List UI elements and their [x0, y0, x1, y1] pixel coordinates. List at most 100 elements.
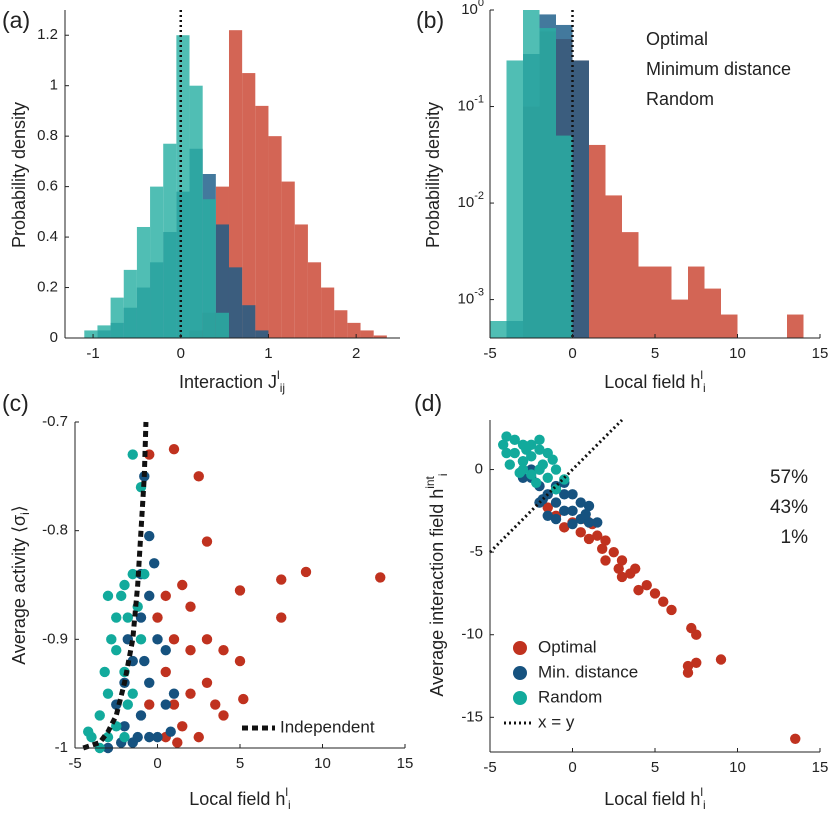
- panel-label: (b): [416, 7, 444, 33]
- x-tick-label: 10: [729, 759, 746, 776]
- scatter-point: [542, 472, 553, 484]
- y-tick-label: 10-1: [458, 93, 484, 114]
- histogram-bar: [321, 287, 335, 338]
- scatter-point: [509, 434, 520, 446]
- scatter-point: [139, 655, 150, 667]
- panel-label: (c): [2, 390, 29, 416]
- scatter-point: [106, 634, 117, 645]
- scatter-point: [168, 443, 180, 455]
- label-part: Interaction J: [179, 372, 277, 392]
- x-tick-label: 1: [264, 345, 272, 362]
- scatter-point: [550, 513, 562, 525]
- label-part: Local field h: [604, 372, 700, 392]
- x-tick-label: 0: [568, 759, 576, 776]
- axis-label: Interaction Jlij: [179, 368, 285, 395]
- scatter-point: [686, 622, 697, 634]
- histogram-bar: [490, 321, 507, 338]
- scatter-point: [127, 688, 138, 699]
- histogram-bar: [671, 299, 688, 338]
- y-tick-label: 100: [461, 0, 484, 18]
- panel-label: (d): [414, 390, 442, 416]
- scatter-point: [682, 660, 694, 672]
- histogram-bar: [539, 28, 556, 339]
- scatter-point: [111, 645, 122, 656]
- histogram-bar: [242, 305, 256, 338]
- scatter-point: [152, 612, 163, 623]
- scatter-point: [608, 546, 619, 558]
- histogram-bar: [523, 10, 540, 338]
- x-tick-label: 15: [397, 755, 414, 772]
- scatter-point: [127, 568, 138, 580]
- scatter-point: [583, 500, 595, 512]
- panel-label: (a): [2, 7, 30, 33]
- scatter-point: [559, 489, 570, 500]
- histogram-bar: [228, 267, 243, 338]
- scatter-point: [547, 454, 558, 465]
- scatter-point: [550, 484, 562, 495]
- scatter-point: [185, 688, 196, 699]
- scatter-point: [517, 464, 529, 475]
- scatter-point: [691, 657, 702, 669]
- histogram-bar: [110, 297, 124, 338]
- scatter-point: [152, 634, 163, 645]
- scatter-point: [94, 710, 105, 721]
- scatter-point: [135, 710, 147, 721]
- scatter-point: [238, 693, 249, 705]
- scatter-point: [630, 563, 641, 574]
- scatter-point: [613, 563, 624, 574]
- scatter-point: [517, 456, 529, 467]
- label-part: l: [277, 368, 280, 382]
- scatter-point: [559, 505, 570, 517]
- label-part: Average activity ⟨σ: [9, 515, 29, 665]
- scatter-point: [168, 688, 180, 699]
- scatter-point: [165, 726, 176, 737]
- scatter-point: [132, 731, 143, 743]
- x-tick-label: -5: [483, 759, 496, 776]
- legend-label: Min. distance: [538, 662, 638, 681]
- scatter-point: [531, 477, 542, 488]
- histogram-bar: [589, 144, 606, 338]
- tick-exponent: -3: [474, 286, 484, 298]
- axis-label: Local field hli: [189, 785, 290, 812]
- y-tick-label: 0.6: [37, 178, 58, 195]
- histogram-bar: [688, 266, 705, 338]
- y-tick-label: 10-2: [458, 190, 484, 211]
- legend-swatch: [513, 666, 527, 680]
- histogram-bar: [373, 335, 387, 338]
- scatter-point: [300, 566, 312, 578]
- label-part: l: [700, 785, 703, 799]
- scatter-point: [534, 444, 545, 455]
- scatter-point: [144, 699, 155, 710]
- x-tick-label: 10: [314, 755, 331, 772]
- scatter-point: [111, 612, 122, 623]
- histogram-bar: [84, 330, 98, 338]
- scatter-point: [201, 536, 213, 547]
- scatter-point: [116, 590, 127, 602]
- x-tick-label: -5: [483, 345, 496, 362]
- y-tick-label: 10-3: [458, 286, 484, 307]
- scatter-point: [509, 447, 520, 459]
- scatter-point: [649, 588, 661, 599]
- scatter-point: [172, 737, 183, 748]
- histogram-bar: [150, 186, 164, 338]
- y-tick-label: -0.9: [42, 630, 68, 647]
- scatter-point: [234, 655, 246, 667]
- scatter-point: [375, 572, 386, 583]
- scatter-point: [102, 590, 114, 602]
- scatter-point: [616, 555, 628, 566]
- scatter-point: [521, 444, 532, 455]
- scatter-point: [559, 522, 570, 533]
- scatter-point: [193, 731, 204, 743]
- histogram-bar: [347, 322, 361, 338]
- label-part: ⟩: [9, 505, 29, 512]
- scatter-point: [234, 585, 246, 596]
- scatter-point: [177, 579, 188, 591]
- label-part: Local field h: [604, 789, 700, 809]
- label-part: l: [285, 785, 288, 799]
- tick-exponent: -2: [474, 190, 484, 202]
- y-tick-label: -15: [461, 708, 483, 725]
- x-tick-label: -5: [68, 755, 81, 772]
- scatter-point: [537, 459, 548, 470]
- histogram-bar: [255, 330, 269, 338]
